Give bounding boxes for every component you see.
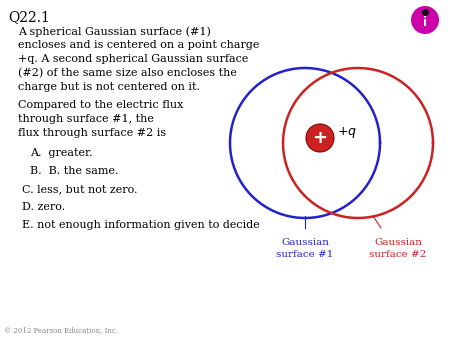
Text: E. not enough information given to decide: E. not enough information given to decid… [22,220,260,230]
Text: A spherical Gaussian surface (#1): A spherical Gaussian surface (#1) [18,26,211,37]
Text: surface #1: surface #1 [276,250,334,259]
Text: © 2012 Pearson Education, Inc.: © 2012 Pearson Education, Inc. [4,326,118,334]
Text: Q22.1: Q22.1 [8,10,50,24]
Text: i: i [423,16,427,28]
Text: (#2) of the same size also encloses the: (#2) of the same size also encloses the [18,68,237,78]
Text: D. zero.: D. zero. [22,202,65,212]
Text: Gaussian: Gaussian [374,238,422,247]
Text: surface #2: surface #2 [369,250,427,259]
Text: +q. A second spherical Gaussian surface: +q. A second spherical Gaussian surface [18,54,248,64]
Text: $+q$: $+q$ [337,124,357,140]
Text: charge but is not centered on it.: charge but is not centered on it. [18,82,200,92]
Text: C. less, but not zero.: C. less, but not zero. [22,184,138,194]
Text: encloses and is centered on a point charge: encloses and is centered on a point char… [18,40,259,50]
Text: flux through surface #2 is: flux through surface #2 is [18,128,166,138]
Text: Gaussian: Gaussian [281,238,329,247]
Text: +: + [312,129,328,147]
Text: B.  B. the same.: B. B. the same. [30,166,118,176]
Text: A.  greater.: A. greater. [30,148,93,158]
Text: Compared to the electric flux: Compared to the electric flux [18,100,184,110]
Circle shape [306,124,334,152]
Text: through surface #1, the: through surface #1, the [18,114,154,124]
Circle shape [411,6,439,34]
